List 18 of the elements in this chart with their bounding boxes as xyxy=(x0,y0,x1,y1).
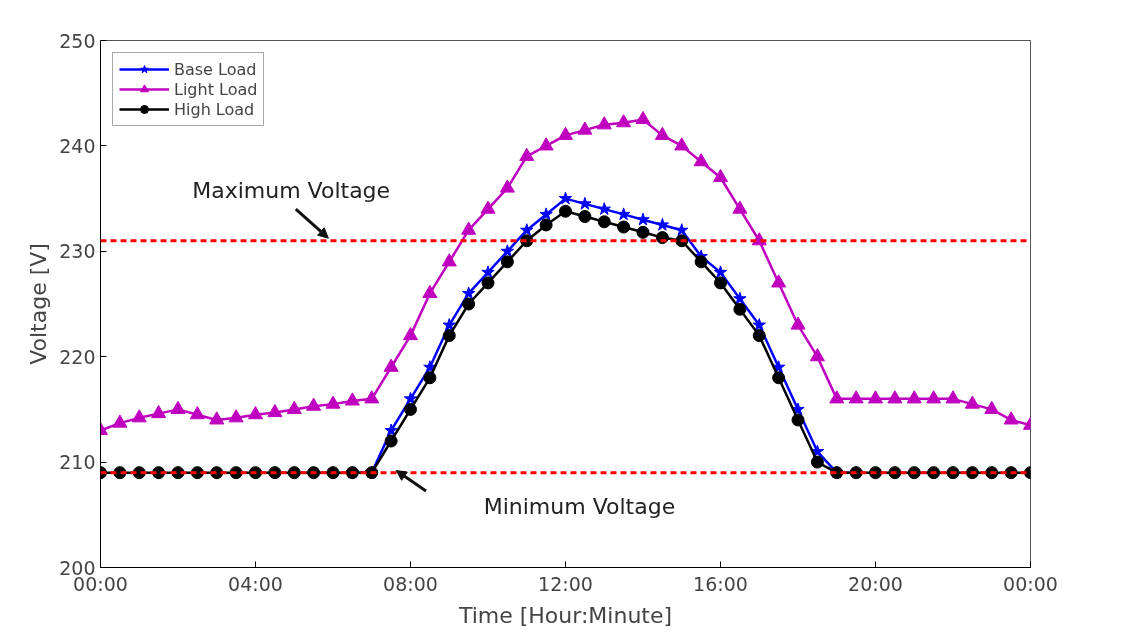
y-tick-label: 220 xyxy=(59,345,96,368)
ref-line-label: Maximum Voltage xyxy=(192,178,391,204)
x-axis-title: Time [Hour:Minute] xyxy=(457,602,673,628)
x-tick-label: 20:00 xyxy=(848,572,903,595)
x-tick-label: 08:00 xyxy=(383,572,438,595)
y-tick-label: 210 xyxy=(59,451,96,474)
x-tick-label: 04:00 xyxy=(228,572,283,595)
y-tick-label: 240 xyxy=(59,134,96,157)
y-tick-label: 250 xyxy=(59,29,96,52)
y-tick-label: 230 xyxy=(59,240,96,263)
x-tick-label: 00:00 xyxy=(1003,572,1058,595)
legend-label: High Load xyxy=(174,99,255,119)
legend-label: Base Load xyxy=(174,59,257,79)
x-tick-label: 16:00 xyxy=(693,572,748,595)
legend-label: Light Load xyxy=(174,79,258,99)
y-axis-title: Voltage [V] xyxy=(26,243,52,365)
ref-line-label: Minimum Voltage xyxy=(483,494,676,520)
x-tick-label: 12:00 xyxy=(538,572,593,595)
